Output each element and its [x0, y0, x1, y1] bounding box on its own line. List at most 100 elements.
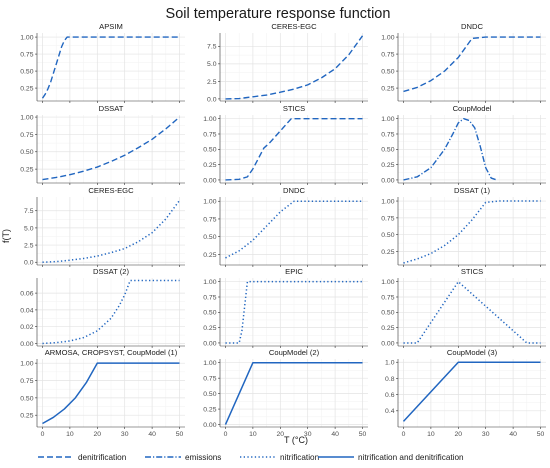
x-tick-label: 50: [176, 431, 184, 438]
panel-title: CERES-EGC: [271, 22, 317, 31]
panel-title: ARMOSA, CROPSYST, CoupModel (1): [45, 348, 178, 357]
panel-12: STICS 0.00 0.25 0.50 0.75 1.00: [381, 267, 546, 348]
x-tick-label: 30: [482, 431, 490, 438]
y-tick-label: 0.02: [20, 324, 33, 331]
panel-7: CERES-EGC 0.0 2.5 5.0 7.5: [24, 186, 185, 267]
y-tick-label: 0.25: [381, 249, 394, 256]
series-line-denitrification: [225, 117, 363, 181]
x-tick-label: 10: [427, 431, 435, 438]
y-axis-label: f(T): [1, 229, 11, 243]
x-tick-label: 30: [304, 431, 312, 438]
panel-6: CoupModel 0.00 0.25 0.50 0.75 1.00: [381, 104, 546, 185]
series-line-nitrification: [225, 200, 363, 259]
panel-1: APSIM 0.25 0.50 0.75 1.00: [20, 22, 185, 103]
y-tick-label: 0.25: [381, 325, 394, 332]
panel-title: CoupModel (3): [447, 348, 498, 357]
x-tick-label: 50: [537, 431, 545, 438]
panel-15: CoupModel (3) 0.4 0.6 0.8 1.0 0 10 20 30 40 50: [385, 348, 546, 438]
x-tick-label: 0: [402, 431, 406, 438]
y-tick-label: 0.00: [203, 422, 216, 429]
y-tick-label: 0.75: [381, 131, 394, 138]
y-tick-label: 0.50: [203, 234, 216, 241]
panel-title: STICS: [283, 104, 305, 113]
y-tick-label: 1.00: [203, 199, 216, 206]
y-tick-label: 0.50: [203, 391, 216, 398]
y-tick-label: 0.50: [20, 68, 33, 75]
y-tick-label: 0.25: [203, 162, 216, 169]
x-tick-label: 30: [121, 431, 129, 438]
panel-title: STICS: [461, 267, 483, 276]
chart-title: Soil temperature response function: [166, 6, 391, 22]
panel-5: STICS 0.00 0.25 0.50 0.75 1.00: [203, 104, 368, 185]
y-tick-label: 0.8: [385, 376, 395, 383]
panel-title: CoupModel: [453, 104, 492, 113]
x-tick-label: 10: [66, 431, 74, 438]
y-tick-label: 0.75: [381, 215, 394, 222]
y-tick-label: 0.00: [381, 177, 394, 184]
y-tick-label: 1.00: [381, 279, 394, 286]
x-tick-label: 0: [224, 431, 228, 438]
series-line-denitrification: [42, 116, 180, 181]
x-tick-label: 20: [277, 431, 285, 438]
y-tick-label: 0.50: [20, 149, 33, 156]
y-tick-label: 0.75: [203, 294, 216, 301]
y-tick-label: 0.04: [20, 307, 33, 314]
y-tick-label: 0.50: [381, 68, 394, 75]
y-tick-label: 0.50: [381, 147, 394, 154]
y-tick-label: 0.4: [385, 408, 395, 415]
y-tick-label: 0.00: [203, 340, 216, 347]
y-tick-label: 0.50: [381, 310, 394, 317]
panel-14: CoupModel (2) 0.00 0.25 0.50 0.75 1.00 0 10 20 30…: [203, 348, 368, 438]
x-tick-label: 10: [249, 431, 257, 438]
legend-label: nitrification and denitrification: [358, 453, 464, 462]
series-line-nitrification: [403, 200, 541, 264]
y-tick-label: 7.5: [207, 44, 217, 51]
panel-4: DSSAT 0.25 0.50 0.75 1.00: [20, 104, 185, 185]
y-tick-label: 0.75: [203, 376, 216, 383]
y-tick-label: 0.25: [20, 167, 33, 174]
series-line-nitrification: [42, 199, 181, 263]
y-tick-label: 0.75: [20, 132, 33, 139]
y-tick-label: 0.0: [24, 260, 34, 267]
y-tick-label: 2.5: [207, 79, 217, 86]
panel-title: APSIM: [99, 22, 123, 31]
y-tick-label: 1.0: [385, 360, 395, 367]
y-tick-label: 0.25: [20, 85, 33, 92]
series-line-nitrification: [225, 280, 363, 344]
y-tick-label: 0.75: [20, 378, 33, 385]
y-tick-label: 0.50: [203, 310, 216, 317]
y-tick-label: 1.00: [20, 361, 33, 368]
panel-title: DSSAT (1): [454, 186, 490, 195]
panel-grid: APSIM0.250.500.751.00CERES-EGC0.02.55.07…: [20, 22, 546, 438]
y-tick-label: 0.75: [203, 216, 216, 223]
y-tick-label: 1.00: [203, 116, 216, 123]
y-tick-label: 0.25: [381, 85, 394, 92]
panel-title: EPIC: [285, 267, 303, 276]
legend-item-emissions: emissions: [145, 453, 221, 462]
y-tick-label: 0.0: [207, 96, 217, 103]
y-tick-label: 0.6: [385, 392, 395, 399]
y-tick-label: 1.00: [381, 34, 394, 41]
panel-3: DNDC 0.25 0.50 0.75 1.00: [381, 22, 546, 103]
panel-10: DSSAT (2) 0.00 0.02 0.04 0.06: [20, 267, 185, 348]
panel-13: ARMOSA, CROPSYST, CoupModel (1) 0.25 0.50 0…: [20, 348, 185, 438]
y-tick-label: 0.25: [203, 252, 216, 259]
panel-title: CoupModel (2): [269, 348, 320, 357]
y-tick-label: 1.00: [381, 198, 394, 205]
y-tick-label: 0.00: [20, 341, 33, 348]
y-tick-label: 7.5: [24, 208, 34, 215]
legend: denitrification emissions nitrification nit…: [38, 453, 464, 462]
y-tick-label: 0.50: [203, 147, 216, 154]
legend-item-denitrification: denitrification: [38, 453, 127, 462]
y-tick-label: 0.75: [203, 131, 216, 138]
y-tick-label: 1.00: [203, 279, 216, 286]
x-tick-label: 0: [41, 431, 45, 438]
y-tick-label: 0.75: [381, 294, 394, 301]
panel-title: DSSAT: [99, 104, 124, 113]
y-tick-label: 0.00: [203, 177, 216, 184]
x-tick-label: 40: [331, 431, 339, 438]
series-line-emissions: [403, 117, 497, 181]
x-tick-label: 40: [148, 431, 156, 438]
panel-11: EPIC 0.00 0.25 0.50 0.75 1.00: [203, 267, 368, 348]
